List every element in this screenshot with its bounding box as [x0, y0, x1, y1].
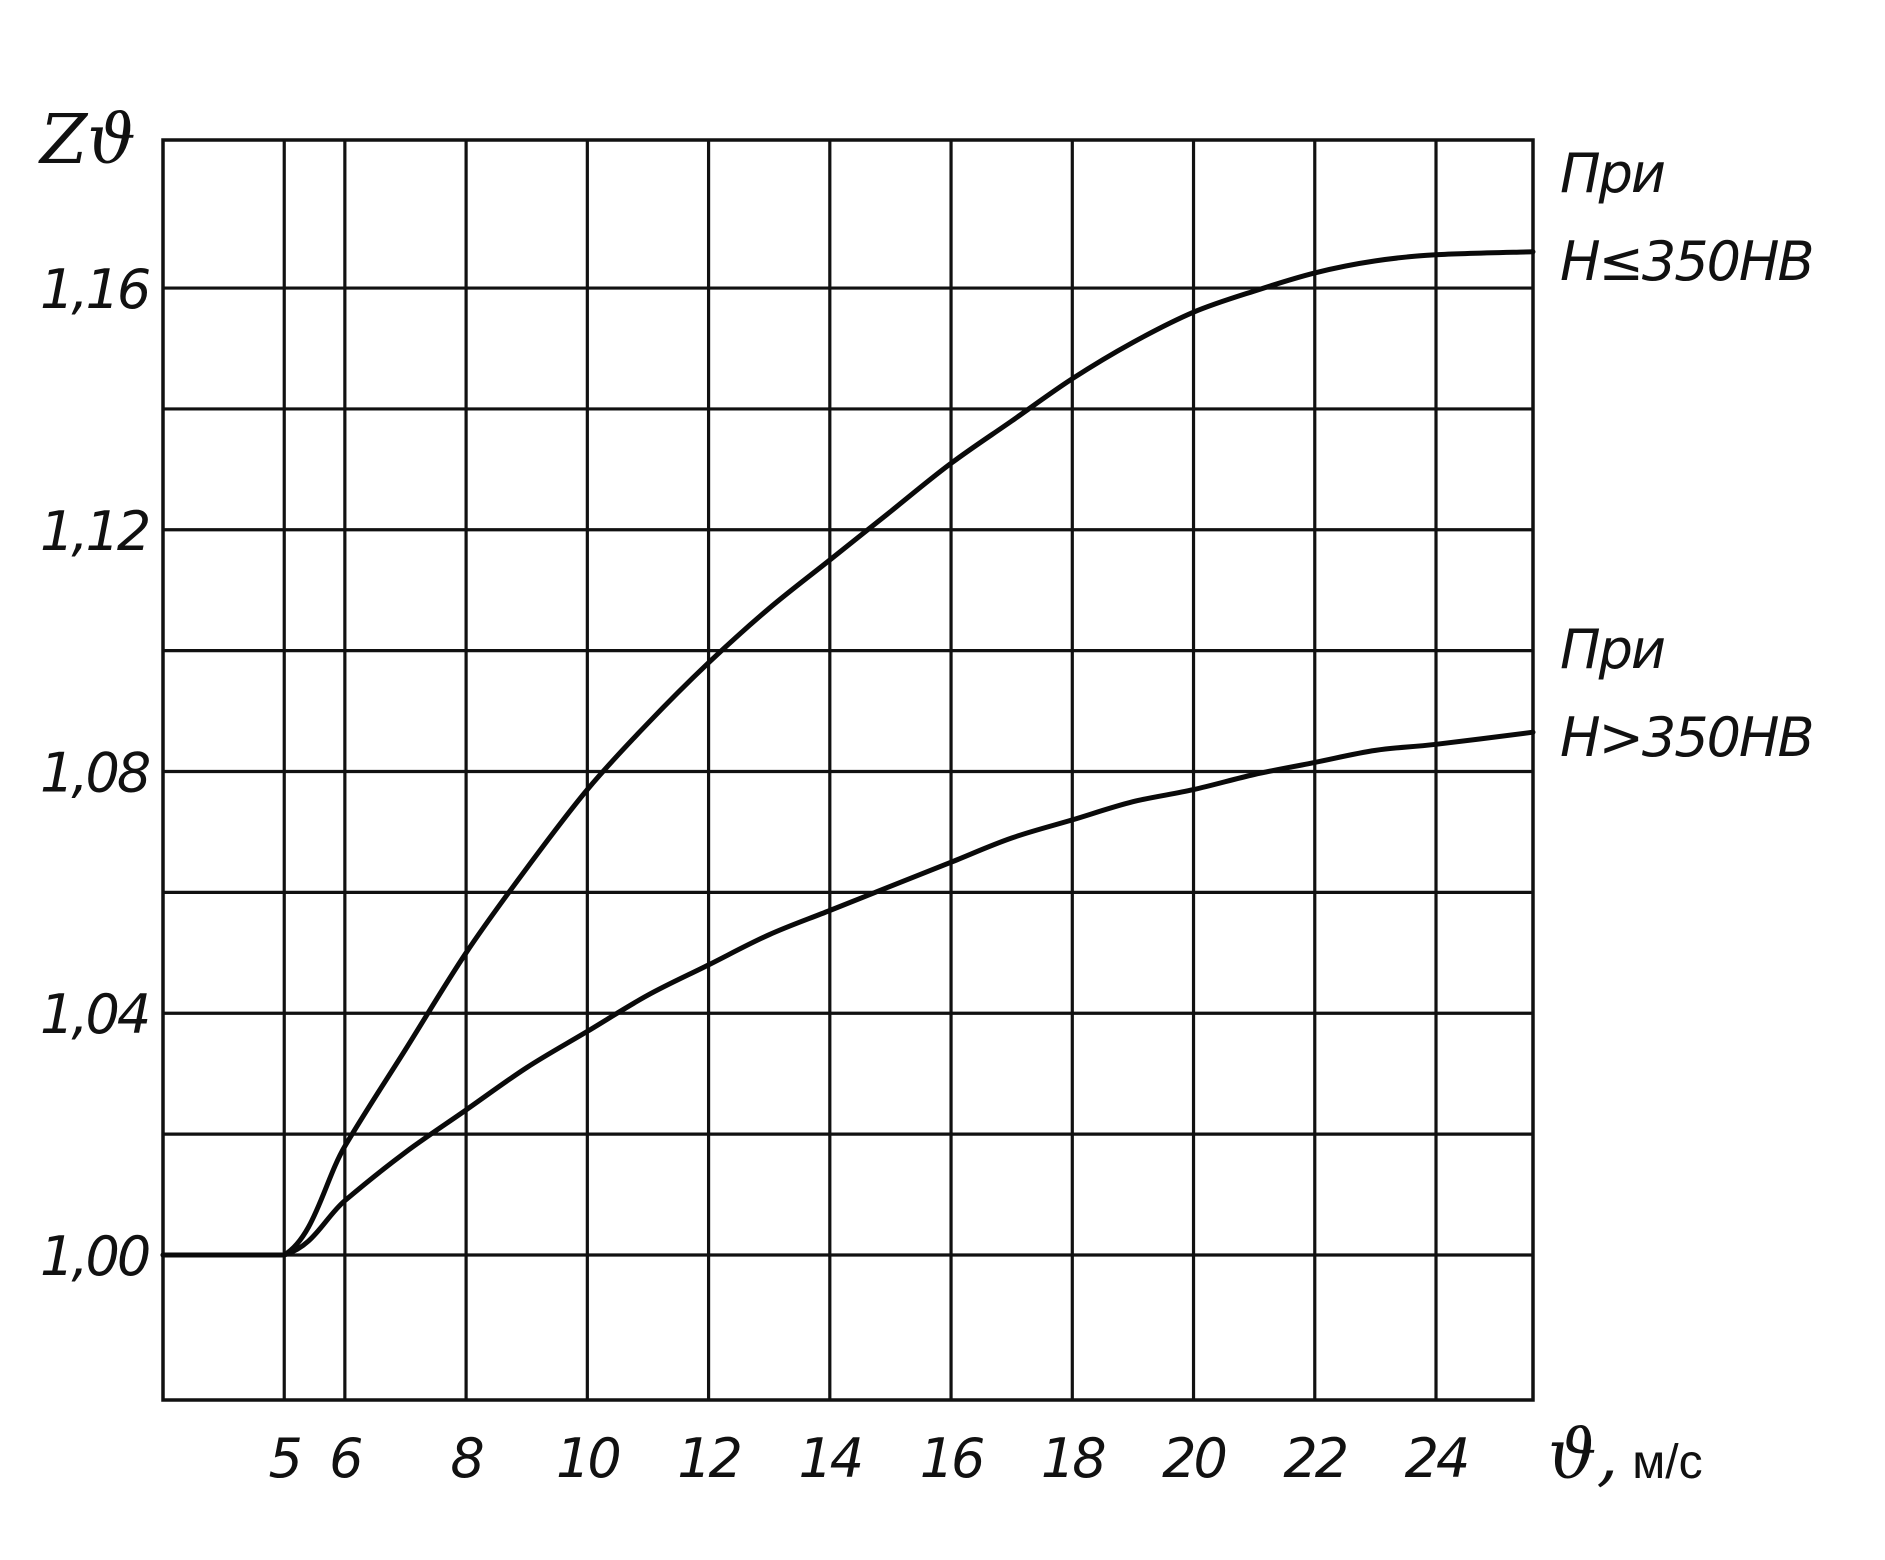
- y-tick-label: 1,08: [40, 742, 150, 805]
- x-tick-label: 20: [1162, 1427, 1225, 1490]
- series-annotation-1: При H≤350HB: [1560, 142, 1815, 293]
- x-tick-label: 6: [329, 1427, 361, 1490]
- x-tick-label: 8: [450, 1427, 483, 1490]
- x-tick-label: 12: [677, 1427, 740, 1490]
- x-axis-unit: м/с: [1632, 1436, 1702, 1489]
- x-tick-labels: 5 6 8 10 12 14 16 18 20 22 24: [269, 1427, 1471, 1490]
- x-tick-label: 16: [920, 1427, 983, 1490]
- x-tick-label: 14: [798, 1427, 861, 1490]
- y-tick-label: 1,00: [40, 1225, 149, 1288]
- y-tick-label: 1,04: [40, 983, 148, 1046]
- series-annotation-line: H>350HB: [1560, 706, 1813, 769]
- series-annotation-line: H≤350HB: [1560, 230, 1813, 293]
- x-axis-symbol: ϑ,: [1548, 1416, 1618, 1495]
- plot-frame: [161, 138, 1535, 1402]
- x-tick-label: 5: [269, 1427, 301, 1490]
- y-tick-label: 1,12: [40, 500, 149, 563]
- curves: [160, 249, 1536, 1258]
- y-tick-labels: 1,16 1,12 1,08 1,04 1,00: [40, 258, 153, 1288]
- series-annotation-line: При: [1560, 618, 1665, 681]
- x-tick-label: 24: [1405, 1427, 1468, 1490]
- x-tick-label: 18: [1041, 1427, 1105, 1490]
- series-line-2: [160, 729, 1536, 1258]
- y-tick-label: 1,16: [40, 258, 149, 321]
- series-annotation-line: При: [1560, 142, 1665, 205]
- x-tick-label: 10: [556, 1427, 619, 1490]
- series-line-1: [160, 249, 1536, 1258]
- x-tick-label: 22: [1283, 1427, 1346, 1490]
- x-axis-label: ϑ, м/с: [1548, 1416, 1703, 1495]
- series-annotation-2: При H>350HB: [1560, 618, 1815, 769]
- grid: [163, 140, 1533, 1400]
- y-axis-label: Zϑ: [38, 101, 136, 180]
